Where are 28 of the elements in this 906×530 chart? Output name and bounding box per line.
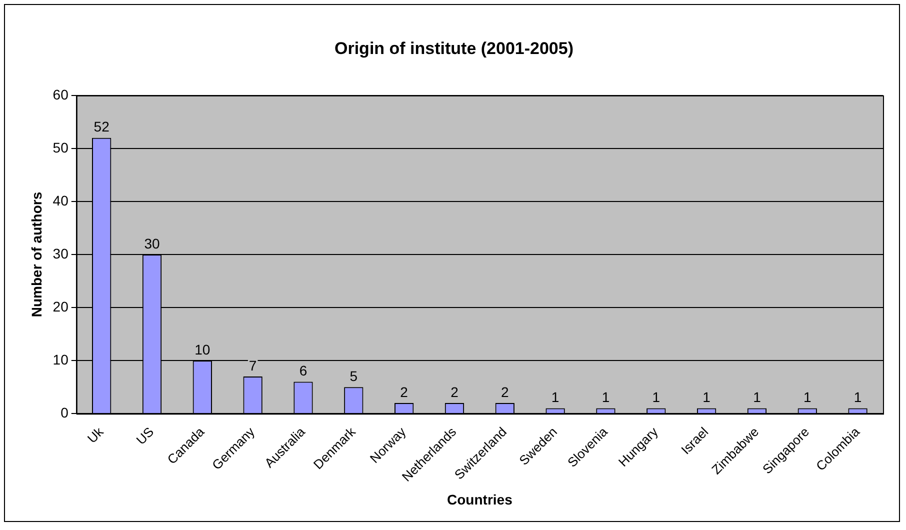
y-tick-label: 40: [52, 192, 69, 208]
data-label: 2: [400, 384, 408, 400]
data-label: 30: [144, 235, 160, 252]
data-label: 1: [702, 389, 711, 406]
x-tick-label: Uk: [84, 424, 107, 446]
data-label: 1: [753, 389, 762, 406]
data-label: 52: [94, 118, 110, 135]
x-tick-label: US: [133, 424, 157, 448]
chart-title: Origin of institute (2001-2005): [334, 38, 574, 58]
data-label: 7: [248, 357, 257, 374]
data-label: 1: [803, 389, 812, 406]
y-tick-label: 50: [52, 139, 69, 156]
y-tick-label: 30: [52, 245, 69, 262]
y-tick-label: 10: [52, 351, 69, 368]
y-tick-label: 0: [60, 404, 69, 420]
data-label: 1: [602, 389, 610, 406]
data-label: 10: [194, 341, 210, 358]
x-axis-title: Countries: [447, 491, 513, 508]
data-label: 2: [450, 384, 459, 400]
data-label: 1: [854, 389, 862, 406]
data-label: 1: [652, 389, 660, 406]
data-label: 2: [500, 384, 509, 400]
data-label: 1: [551, 389, 560, 406]
data-label: 6: [299, 362, 308, 379]
y-tick-label: 60: [52, 86, 69, 102]
y-tick-label: 20: [52, 298, 69, 314]
data-label: 5: [350, 368, 358, 384]
y-axis-title: Number of authors: [28, 192, 44, 318]
